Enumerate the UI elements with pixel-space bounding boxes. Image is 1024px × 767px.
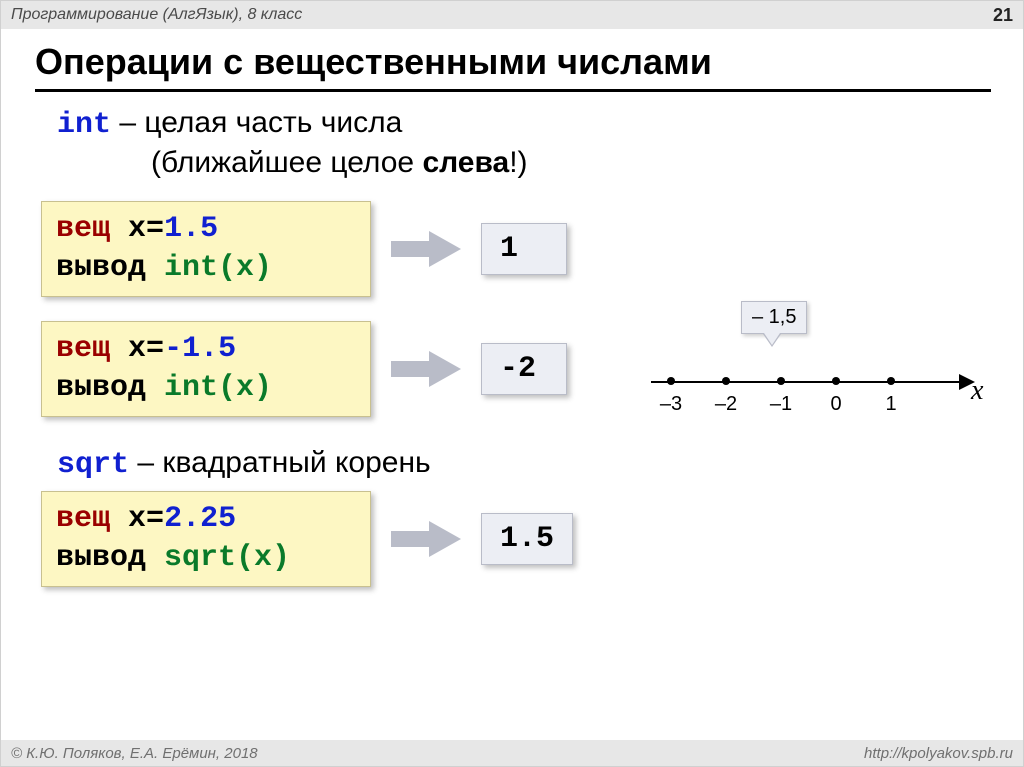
arrow-icon — [391, 349, 461, 389]
page-number: 21 — [993, 5, 1013, 26]
tick-label: 0 — [830, 393, 841, 416]
sqrt-description: sqrt – квадратный корень — [57, 446, 431, 482]
arrow-icon — [391, 519, 461, 559]
axis: –3–2–101 — [651, 371, 991, 411]
tick-dot — [777, 377, 785, 385]
slide-title: Операции с вещественными числами — [35, 41, 712, 83]
code-example-1: вещ x=1.5 вывод int(x) — [41, 201, 371, 297]
tick-label: –2 — [715, 393, 737, 416]
int-text: – целая часть числа — [111, 106, 402, 139]
tick-dot — [887, 377, 895, 385]
header-bar: Программирование (АлгЯзык), 8 класс 21 — [1, 1, 1023, 29]
axis-line — [651, 381, 961, 383]
arrow-icon — [391, 229, 461, 269]
code-example-2: вещ x=-1.5 вывод int(x) — [41, 321, 371, 417]
result-1: 1 — [481, 223, 567, 275]
tick-dot — [722, 377, 730, 385]
footer-bar: © К.Ю. Поляков, Е.А. Ерёмин, 2018 http:/… — [1, 740, 1023, 766]
tick-label: 1 — [885, 393, 896, 416]
course-label: Программирование (АлгЯзык), 8 класс — [11, 6, 302, 24]
int-keyword: int — [57, 108, 111, 142]
callout-label: – 1,5 — [741, 301, 807, 334]
axis-variable: x — [971, 375, 983, 407]
footer-url: http://kpolyakov.spb.ru — [864, 745, 1013, 762]
int-description: int – целая часть числа — [57, 106, 402, 142]
title-underline — [35, 89, 991, 92]
tick-dot — [832, 377, 840, 385]
number-line: – 1,5 –3–2–101 x — [651, 301, 1001, 431]
footer-copyright: © К.Ю. Поляков, Е.А. Ерёмин, 2018 — [11, 745, 258, 762]
tick-label: –1 — [770, 393, 792, 416]
result-2: -2 — [481, 343, 567, 395]
code-example-3: вещ x=2.25 вывод sqrt(x) — [41, 491, 371, 587]
sqrt-text: – квадратный корень — [129, 446, 431, 479]
sqrt-keyword: sqrt — [57, 448, 129, 482]
int-description-line2: (ближайшее целое слева!) — [151, 146, 528, 180]
slide: Программирование (АлгЯзык), 8 класс 21 О… — [0, 0, 1024, 767]
result-3: 1.5 — [481, 513, 573, 565]
tick-dot — [667, 377, 675, 385]
tick-label: –3 — [660, 393, 682, 416]
